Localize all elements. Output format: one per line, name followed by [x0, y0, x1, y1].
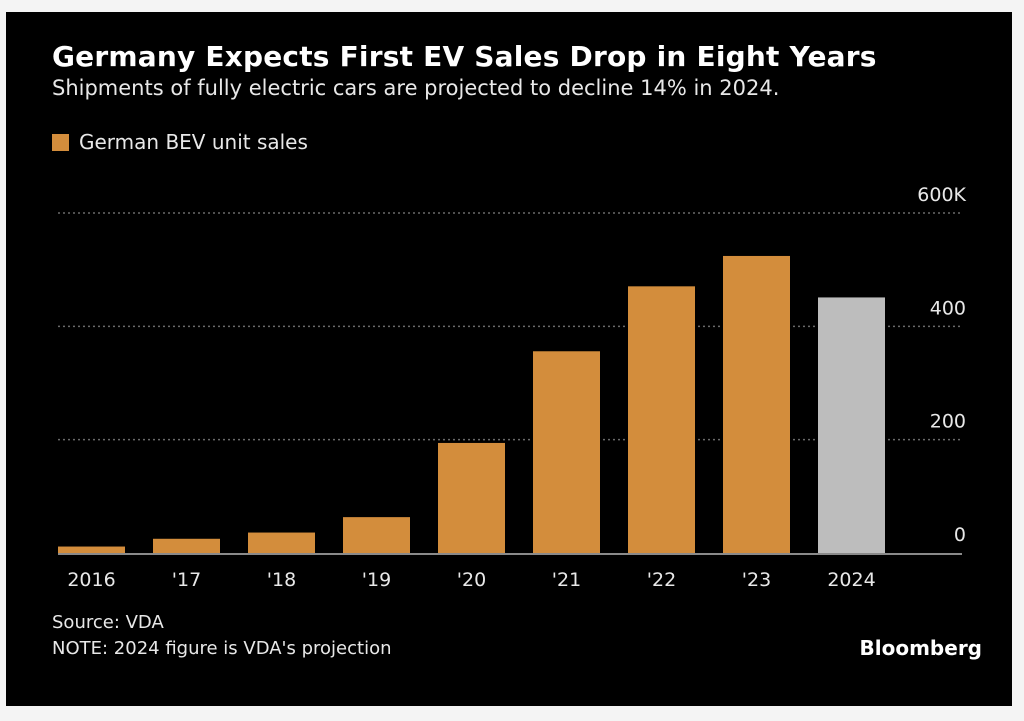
- bar-21: [533, 351, 600, 553]
- x-tick-label: '18: [267, 569, 296, 591]
- bloomberg-logo: Bloomberg: [859, 636, 982, 660]
- bar-19: [343, 517, 410, 553]
- y-tick-label: 200: [930, 411, 966, 433]
- bar-20: [438, 442, 505, 553]
- x-tick-label: 2016: [67, 569, 115, 591]
- bar-22: [628, 286, 695, 553]
- x-tick-label: '19: [362, 569, 391, 591]
- chart-subtitle: Shipments of fully electric cars are pro…: [52, 76, 780, 100]
- source-text: Source: VDA: [52, 612, 164, 633]
- legend: German BEV unit sales: [52, 130, 308, 154]
- x-tick-label: '20: [457, 569, 486, 591]
- x-tick-label: '17: [172, 569, 201, 591]
- bar-17: [153, 538, 220, 553]
- x-tick-label: 2024: [827, 569, 875, 591]
- bar-2016: [58, 546, 125, 553]
- x-tick-label: '22: [647, 569, 676, 591]
- legend-label: German BEV unit sales: [79, 130, 308, 154]
- legend-swatch: [52, 133, 69, 151]
- bar-2024: [818, 297, 885, 553]
- y-tick-label: 400: [930, 297, 966, 319]
- x-tick-label: '23: [742, 569, 771, 591]
- note-text: NOTE: 2024 figure is VDA's projection: [52, 638, 392, 659]
- chart-title: Germany Expects First EV Sales Drop in E…: [52, 40, 877, 73]
- y-tick-label: 0: [954, 524, 966, 546]
- y-tick-label: 600K: [917, 184, 966, 206]
- x-tick-label: '21: [552, 569, 581, 591]
- bar-18: [248, 532, 315, 553]
- bar-23: [723, 255, 790, 553]
